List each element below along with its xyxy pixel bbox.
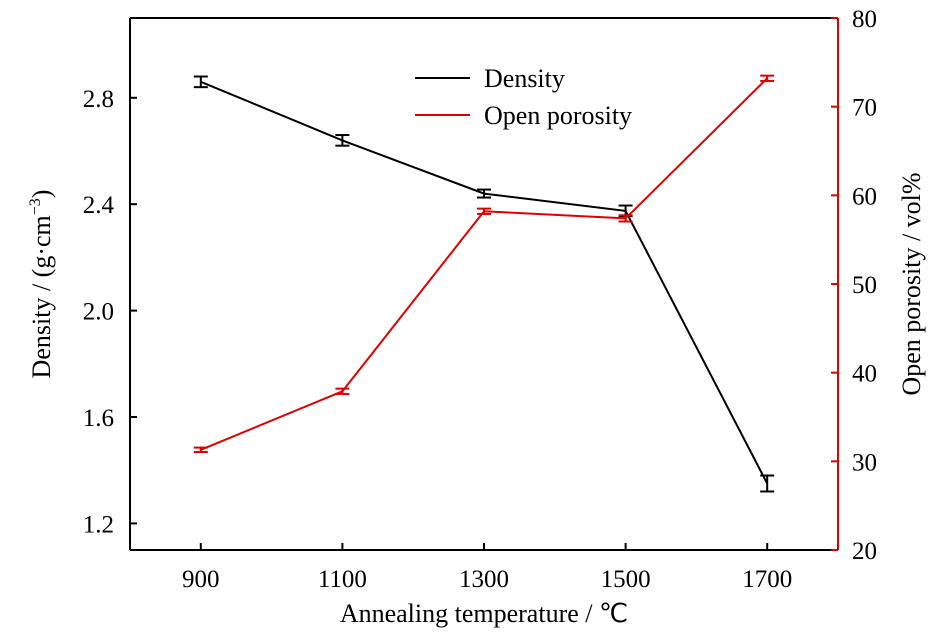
x-tick-label: 900 <box>182 566 220 593</box>
y-left-title-end: ) <box>27 190 56 199</box>
y-right-tick-label: 50 <box>852 272 877 299</box>
legend-label: Open porosity <box>484 101 632 130</box>
y-right-tick-label: 20 <box>852 538 877 565</box>
y-left-title-superscript: −3 <box>27 198 44 215</box>
series-line <box>200 80 769 484</box>
y-left-title-main: Density / (g·cm <box>27 215 56 378</box>
y-right-tick-label: 30 <box>852 449 877 476</box>
y-right-axis-title: Open porosity / vol% <box>897 172 926 395</box>
legend: Density Open porosity <box>415 64 632 130</box>
x-tick-label: 1300 <box>459 566 509 593</box>
y-right-tick-label: 80 <box>852 6 877 33</box>
series-line <box>200 77 768 451</box>
x-tick-label: 1500 <box>601 566 651 593</box>
axes: 900 1100 1300 1500 1700 1.2 1.6 2.0 2.4 2.8 20 30 40… <box>27 6 926 628</box>
y-left-tick-label: 2.8 <box>83 86 114 113</box>
y-left-tick-label: 1.6 <box>83 405 114 432</box>
y-left-tick-label: 2.0 <box>83 299 114 326</box>
legend-label: Density <box>484 64 565 93</box>
y-left-tick-label: 1.2 <box>83 511 114 538</box>
y-right-tick-label: 40 <box>852 361 877 388</box>
y-left-tick-label: 2.4 <box>83 192 115 219</box>
y-left-axis-title: Density / (g·cm−3) <box>27 190 56 379</box>
y-right-tick-label: 60 <box>852 183 877 210</box>
x-tick-label: 1700 <box>742 566 792 593</box>
x-axis-title: Annealing temperature / ℃ <box>340 599 628 628</box>
series-layer <box>193 74 775 493</box>
x-tick-label: 1100 <box>318 566 367 593</box>
y-right-tick-label: 70 <box>852 95 877 122</box>
